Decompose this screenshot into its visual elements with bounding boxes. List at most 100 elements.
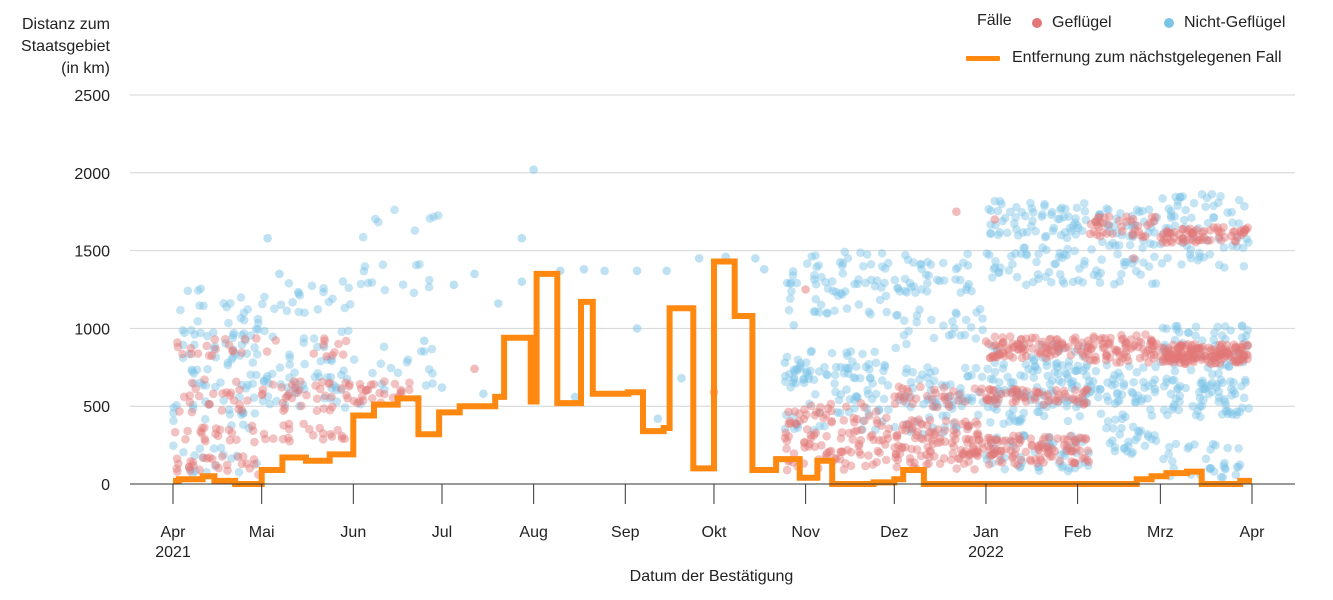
data-point xyxy=(1103,417,1113,426)
data-point xyxy=(784,432,794,441)
data-point xyxy=(891,343,901,353)
data-point xyxy=(1182,345,1191,354)
data-point xyxy=(1066,350,1076,360)
data-point xyxy=(988,449,998,459)
data-point xyxy=(1067,457,1077,466)
data-point xyxy=(1163,253,1172,263)
data-point xyxy=(1133,433,1142,442)
data-point xyxy=(1205,380,1215,390)
data-point xyxy=(1191,353,1200,363)
data-point xyxy=(1083,336,1093,345)
data-point xyxy=(299,384,309,394)
data-point xyxy=(252,334,261,343)
data-point xyxy=(1035,349,1045,358)
data-point xyxy=(846,461,856,471)
data-point xyxy=(1173,343,1183,352)
data-point xyxy=(1226,326,1236,335)
data-point xyxy=(923,363,932,372)
data-point xyxy=(1207,378,1217,388)
data-point xyxy=(1029,356,1039,366)
data-point xyxy=(278,398,288,408)
data-point xyxy=(1100,213,1109,222)
data-point xyxy=(228,333,238,343)
data-point xyxy=(1072,203,1082,213)
data-point xyxy=(913,427,923,437)
data-point xyxy=(833,408,842,417)
data-point xyxy=(231,377,241,387)
data-point xyxy=(789,449,799,458)
y-tick-label: 2000 xyxy=(74,166,110,183)
data-point xyxy=(1186,253,1196,263)
data-point xyxy=(284,433,293,443)
data-point xyxy=(1054,252,1064,262)
data-point xyxy=(178,340,188,350)
data-point xyxy=(925,379,934,389)
data-point xyxy=(1063,374,1073,383)
data-point xyxy=(933,425,943,434)
data-point xyxy=(1156,357,1165,366)
data-point xyxy=(1138,344,1148,354)
data-point xyxy=(284,419,294,429)
data-point xyxy=(943,392,953,402)
data-point xyxy=(963,261,973,270)
data-point xyxy=(1004,345,1013,355)
data-point xyxy=(285,353,295,362)
data-point xyxy=(209,328,218,337)
data-point xyxy=(1037,440,1047,449)
data-point xyxy=(1033,348,1043,357)
data-point xyxy=(786,383,795,392)
data-point xyxy=(900,286,910,296)
data-point xyxy=(1141,330,1150,339)
data-point xyxy=(215,425,225,434)
data-point xyxy=(1151,279,1161,288)
data-point xyxy=(947,404,957,413)
data-point xyxy=(897,443,907,453)
data-point xyxy=(222,460,232,470)
data-point xyxy=(890,275,900,285)
data-point xyxy=(1134,342,1143,352)
data-point xyxy=(1095,278,1105,287)
data-point xyxy=(1096,409,1106,419)
data-point xyxy=(1047,207,1057,217)
data-point xyxy=(1235,348,1244,358)
data-point xyxy=(235,392,244,402)
data-point xyxy=(1188,228,1198,238)
data-point xyxy=(1229,356,1238,366)
data-point xyxy=(1200,351,1210,360)
data-point xyxy=(811,428,821,438)
data-point xyxy=(1078,278,1088,287)
data-point xyxy=(1156,232,1165,242)
y-tick-label: 2500 xyxy=(74,88,110,105)
data-point xyxy=(184,462,194,472)
data-point xyxy=(1165,228,1175,238)
data-point xyxy=(984,339,993,348)
data-point xyxy=(337,431,347,441)
data-point xyxy=(1162,374,1171,384)
data-point xyxy=(241,336,250,345)
data-point xyxy=(953,454,963,463)
data-point xyxy=(239,308,249,318)
data-point xyxy=(1160,235,1169,244)
data-point xyxy=(1145,239,1155,248)
data-point xyxy=(1015,463,1025,472)
data-point xyxy=(1237,230,1246,240)
data-point xyxy=(895,449,905,458)
data-point xyxy=(1014,434,1024,444)
data-point xyxy=(169,403,179,412)
data-point xyxy=(866,275,876,285)
data-point xyxy=(1093,271,1103,281)
data-point xyxy=(211,429,220,439)
data-point xyxy=(873,446,883,456)
data-point xyxy=(1128,447,1138,457)
data-point xyxy=(972,430,981,439)
data-point xyxy=(1216,227,1226,237)
data-point xyxy=(1085,388,1095,397)
data-point xyxy=(1156,352,1166,361)
data-point xyxy=(989,448,998,458)
data-point xyxy=(227,454,236,463)
data-point xyxy=(967,370,976,380)
data-point xyxy=(1108,375,1118,384)
data-point xyxy=(1167,238,1177,247)
data-point xyxy=(1224,362,1234,371)
data-point xyxy=(1017,335,1026,344)
